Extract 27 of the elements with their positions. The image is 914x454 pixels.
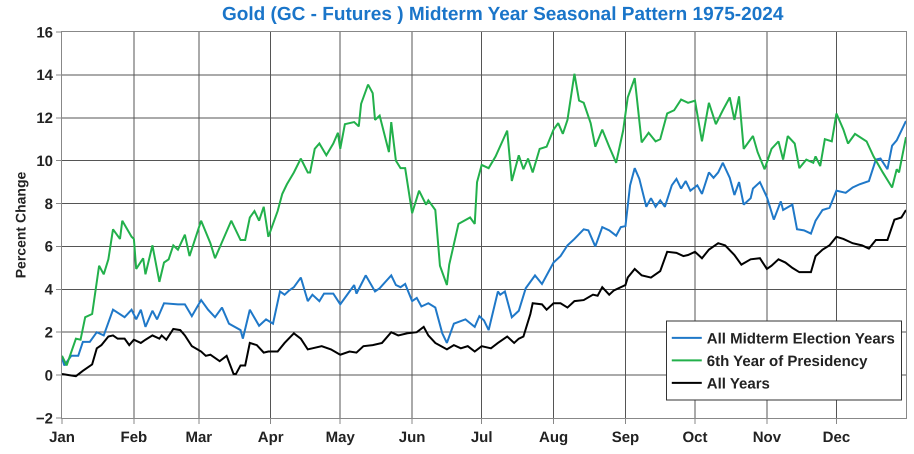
legend-label: All Years (706, 376, 770, 393)
x-tick-label: Mar (185, 429, 212, 446)
legend-label: 6th Year of Presidency (706, 353, 868, 370)
x-tick-label: Dec (822, 429, 850, 446)
y-tick-label: 2 (44, 324, 53, 342)
x-tick-label: Jul (470, 429, 493, 446)
legend-label: All Midterm Election Years (706, 330, 895, 348)
x-tick-label: Sep (612, 429, 640, 446)
x-tick-label: Oct (682, 429, 708, 446)
x-tick-label: Feb (120, 429, 148, 446)
x-tick-label: Apr (258, 429, 284, 446)
y-axis-title: Percent Change (12, 171, 28, 278)
y-tick-label: 16 (36, 24, 53, 42)
x-tick-label: Nov (752, 429, 782, 446)
x-tick-label: Aug (538, 429, 568, 446)
y-tick-label: 14 (36, 67, 54, 84)
y-tick-label: 0 (44, 367, 53, 384)
y-tick-label: 10 (36, 152, 53, 170)
y-tick-label: 4 (44, 282, 54, 299)
x-tick-label: May (326, 429, 356, 446)
chart-title: Gold (GC - Futures ) Midterm Year Seasonal Pattern 1975-2024 (222, 4, 784, 26)
y-tick-label: 6 (44, 238, 53, 256)
y-tick-label: 12 (36, 110, 53, 128)
x-tick-label: Jun (398, 429, 426, 446)
x-tick-label: Jan (49, 429, 75, 446)
y-tick-label: 8 (44, 196, 53, 213)
y-tick-label: −2 (36, 410, 53, 428)
